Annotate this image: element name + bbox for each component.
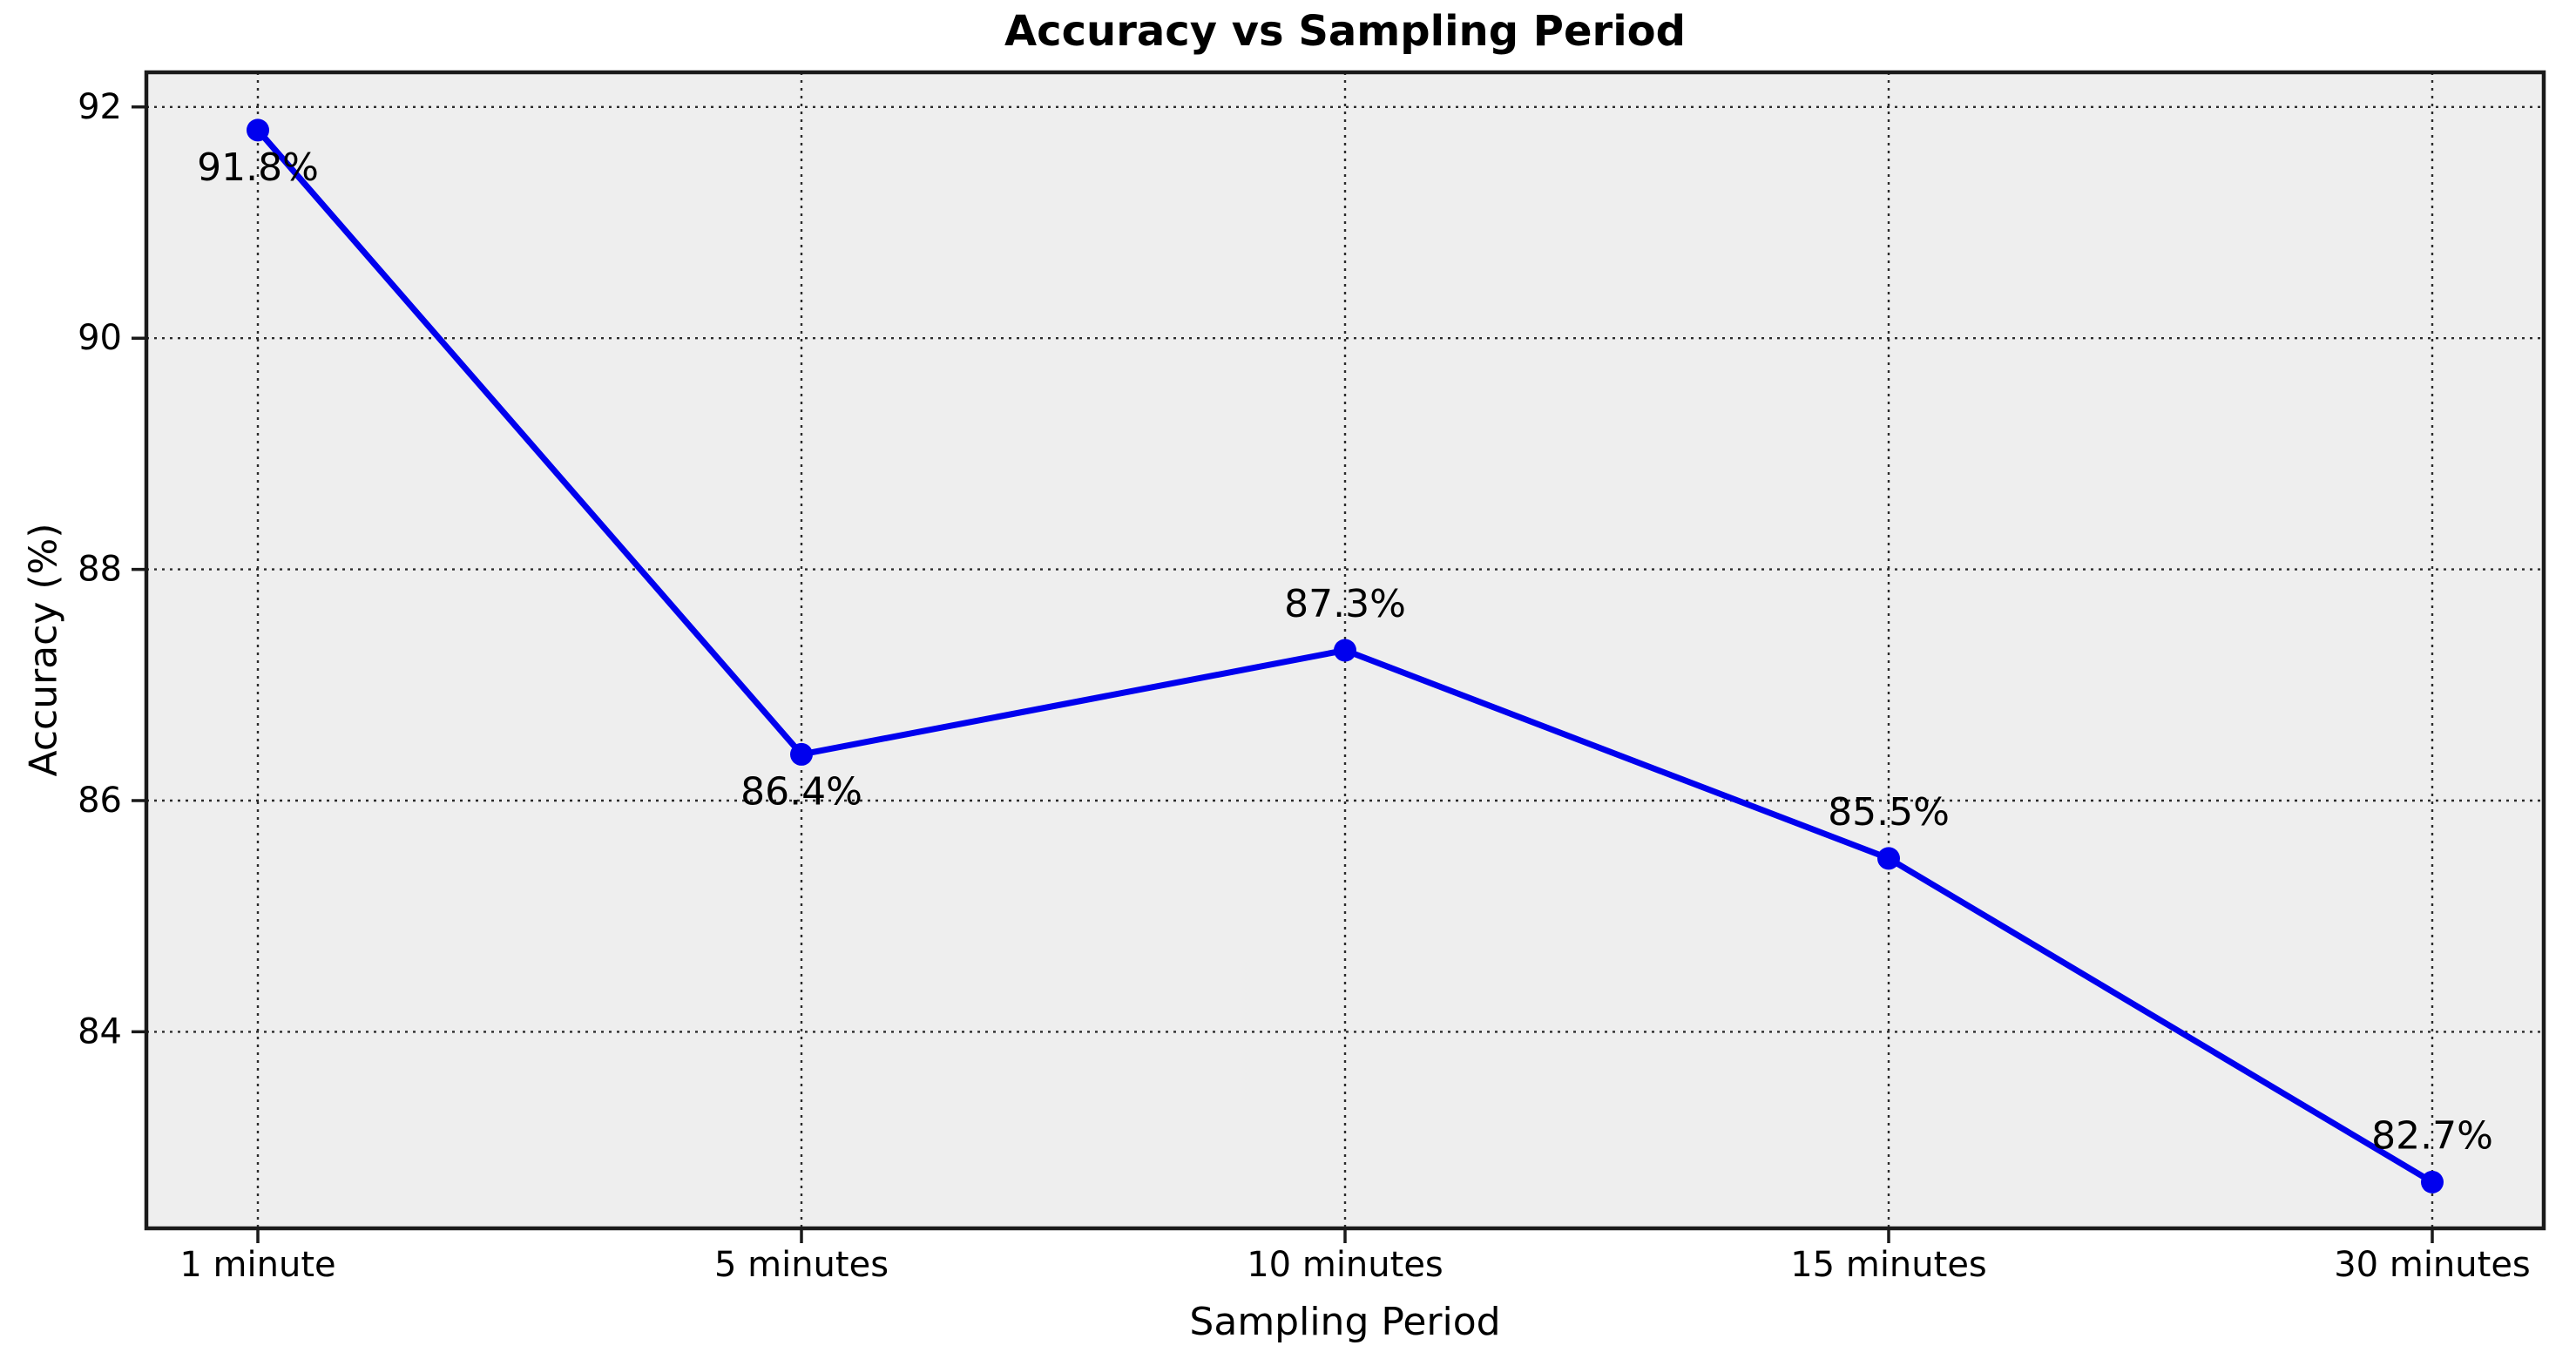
data-point-label: 87.3% — [1284, 582, 1406, 626]
plot-border — [144, 70, 2546, 1231]
data-point — [247, 118, 269, 142]
data-point — [1877, 847, 1900, 870]
y-tick-label: 84 — [78, 1011, 122, 1051]
y-tick-label: 92 — [78, 87, 122, 127]
chart-title: Accuracy vs Sampling Period — [1004, 7, 1686, 56]
data-point-label: 86.4% — [740, 769, 862, 814]
y-tick-label: 86 — [78, 781, 122, 821]
data-point — [1334, 639, 1356, 662]
x-tick-label: 15 minutes — [1790, 1245, 1987, 1285]
x-axis-label: Sampling Period — [1189, 1300, 1501, 1344]
data-point-label: 82.7% — [2371, 1113, 2493, 1158]
y-tick-label: 90 — [78, 318, 122, 358]
x-tick-label: 5 minutes — [714, 1245, 889, 1285]
y-axis-label: Accuracy (%) — [21, 523, 66, 777]
x-tick-label: 1 minute — [179, 1245, 335, 1285]
data-point — [2421, 1170, 2444, 1193]
data-point-label: 91.8% — [197, 145, 319, 190]
x-tick-label: 30 minutes — [2334, 1245, 2531, 1285]
x-tick-label: 10 minutes — [1247, 1245, 1444, 1285]
y-tick-label: 88 — [78, 550, 122, 590]
data-point — [790, 742, 813, 766]
data-point-label: 85.5% — [1828, 790, 1950, 835]
